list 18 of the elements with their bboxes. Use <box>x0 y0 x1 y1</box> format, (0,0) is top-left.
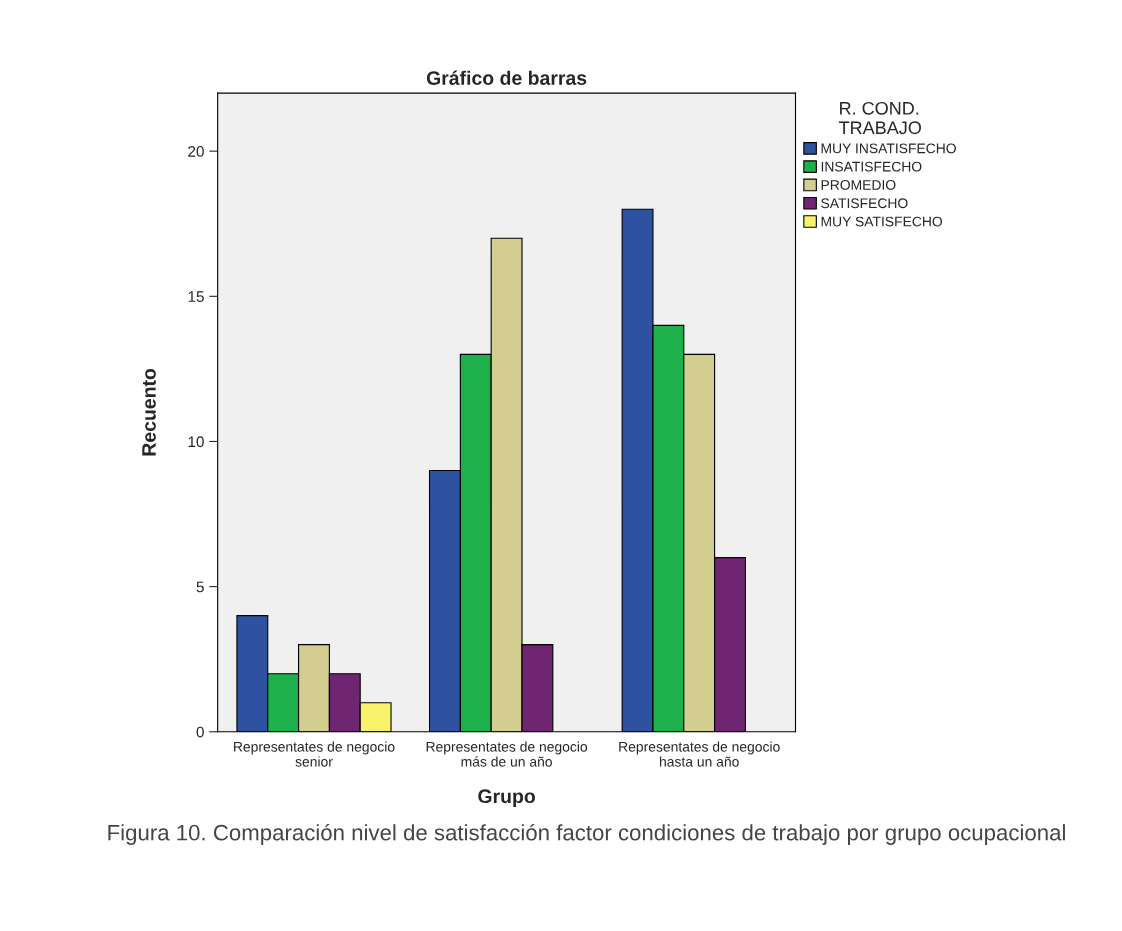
legend-title: R. COND. TRABAJO <box>838 101 921 135</box>
legend-label: SATISFECHO <box>821 198 908 209</box>
legend-label: PROMEDIO <box>821 180 896 190</box>
legend-label: MUY INSATISFECHO <box>821 143 956 154</box>
x-tick-label: Representates de negocio más de un año <box>426 741 588 767</box>
legend-label: INSATISFECHO <box>821 161 922 172</box>
x-tick-label: Representates de negocio senior <box>234 741 395 767</box>
x-axis-title: Grupo <box>478 789 535 807</box>
y-tick-label: 20 <box>188 146 204 157</box>
text: Figura 10. Comparación nivel de satisfacción factor condiciones de trabajo por grupo ocupacional <box>108 823 1065 845</box>
y-tick-label: 5 <box>196 581 204 593</box>
y-tick-label: 10 <box>188 436 204 448</box>
y-axis-title: Recuento <box>142 368 156 456</box>
y-tick-label: 15 <box>188 291 204 302</box>
x-tick-label: Representates de negocio hasta un año <box>619 741 780 767</box>
y-tick-label: 0 <box>196 726 204 738</box>
legend-label: MUY SATISFECHO <box>821 216 943 227</box>
chart-title: Gráfico de barras <box>426 70 587 85</box>
